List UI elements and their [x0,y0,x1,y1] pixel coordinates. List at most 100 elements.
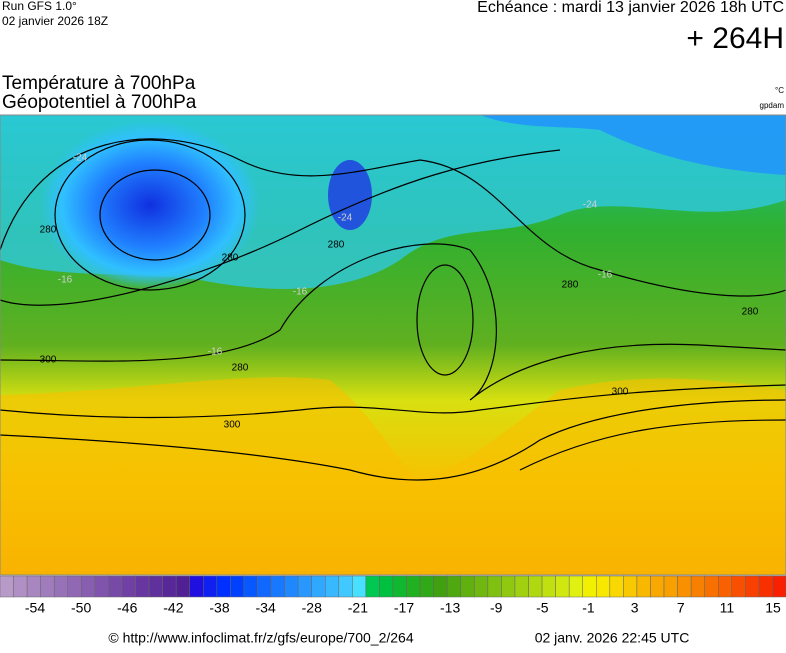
legend-swatch [311,575,326,598]
contour-label: 280 [742,307,759,318]
legend-swatch [53,575,69,598]
unit-temp: °C [775,86,784,95]
legend-label: 11 [720,600,735,616]
legend-swatch [162,575,177,598]
legend-swatch [338,575,353,598]
legend-swatch [324,575,340,598]
legend-swatch [717,575,733,598]
contour-label: -16 [208,347,223,358]
legend-swatch [501,575,516,598]
legend-swatch [365,575,380,598]
legend-swatch [392,575,407,598]
contour-label: -16 [598,270,613,281]
valid-time: Echéance : mardi 13 janvier 2026 18h UTC [477,0,784,16]
map [0,115,786,575]
legend-swatch [379,575,394,598]
legend-swatch [677,575,692,598]
legend-swatch [663,575,678,598]
legend-label: -5 [536,600,549,616]
contour-label: 280 [40,225,57,236]
legend-label: -21 [348,600,368,616]
legend-swatch [216,575,231,598]
legend-swatch [67,575,82,598]
legend-swatch [189,575,204,598]
legend-swatch [650,575,665,598]
legend-swatch [243,575,258,598]
legend-swatch [446,575,462,598]
legend-swatch [541,575,556,598]
cold-core [328,160,372,230]
legend-label: -54 [25,600,45,616]
legend-swatch [460,575,475,598]
legend-swatch [772,575,786,598]
legend-label: -1 [582,600,595,616]
legend-swatch [528,575,543,598]
contour-label: -24 [73,153,88,164]
legend-label: -9 [490,600,503,616]
arctic-air [480,115,786,175]
map-frame [0,114,786,576]
legend-swatch [203,575,218,598]
legend-swatch [474,575,489,598]
contour-label: -24 [583,200,598,211]
footer-date: 02 janv. 2026 22:45 UTC [535,630,690,646]
contour-label: 300 [40,355,57,366]
lead-time: + 264H [686,22,784,55]
legend-swatch [94,575,109,598]
legend-swatch [690,575,705,598]
legend-swatch [108,575,123,598]
legend-swatch [433,575,448,598]
legend-swatch [419,575,434,598]
legend-swatch [609,575,624,598]
contour-label: 300 [612,387,629,398]
title-geo: Géopotentiel à 700hPa [2,92,197,113]
legend-swatch [514,575,529,598]
legend-label: 7 [677,600,685,616]
legend-swatch [135,575,150,598]
legend-swatch [257,575,272,598]
legend-swatch [148,575,163,598]
legend-swatch [487,575,502,598]
contour-label: -16 [293,287,308,298]
legend-swatch [623,575,638,598]
legend-swatch [121,575,136,598]
legend-swatch [636,575,651,598]
legend-swatch [284,575,299,598]
contour-label: 280 [562,280,579,291]
legend-label: -42 [163,600,183,616]
legend-swatch [175,575,190,598]
legend-swatch [568,575,583,598]
legend-swatch [13,575,28,598]
legend-swatch [230,575,245,598]
unit-geo: gpdam [760,101,785,110]
cold-low [40,120,260,290]
legend-swatch [582,575,597,598]
contour-label: 300 [224,420,241,431]
footer-url: © http://www.infoclimat.fr/z/gfs/europe/… [108,630,413,646]
contour-label: 280 [328,240,345,251]
contour-label: 280 [232,363,249,374]
legend-swatch [40,575,55,598]
legend-swatch [352,575,367,598]
legend-label: 15 [765,600,781,616]
legend-swatch [704,575,719,598]
legend-swatch [596,575,611,598]
geopotential-contours [0,138,786,481]
title-temp: Température à 700hPa [2,73,196,94]
legend-label: -46 [117,600,137,616]
contour-label: -16 [58,275,73,286]
legend-swatch [745,575,760,598]
legend-label: 3 [631,600,639,616]
legend-label: -17 [394,600,414,616]
run-date: 02 janvier 2026 18Z [2,14,108,28]
legend-swatch [731,575,746,598]
contour-label: 280 [222,253,239,264]
legend-swatch [555,575,570,598]
legend-swatch [26,575,41,598]
legend-label: -50 [71,600,91,616]
contour-label: -24 [338,213,353,224]
legend-swatch [270,575,285,598]
run: Run GFS 1.0° [2,0,77,13]
legend-label: -13 [440,600,460,616]
legend-swatch [0,575,14,598]
